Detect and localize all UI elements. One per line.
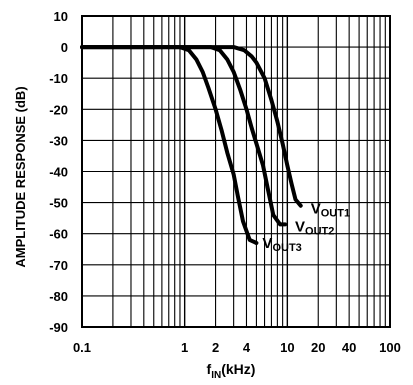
series-label-vout2: VOUT2 — [295, 218, 334, 237]
series-line-vout2 — [80, 45, 287, 227]
series-label-vout3: VOUT3 — [262, 235, 301, 254]
y-tick-label: -40 — [49, 165, 68, 180]
plot-frame — [81, 15, 391, 328]
grid — [81, 15, 391, 328]
y-tick-label: -60 — [49, 227, 68, 242]
y-tick-label: -80 — [49, 289, 68, 304]
series-line-vout3 — [80, 45, 259, 245]
y-tick-label: 10 — [54, 9, 68, 24]
y-tick-label: -30 — [49, 133, 68, 148]
x-axis-title-main: f — [207, 361, 212, 377]
x-tick-label: 0.1 — [73, 340, 91, 355]
x-tick-label: 20 — [311, 340, 325, 355]
x-axis-title: fIN(kHz) — [207, 361, 256, 381]
x-tick-label: 100 — [379, 340, 401, 355]
series-label-vout1: VOUT1 — [311, 201, 350, 220]
y-tick-label: -90 — [49, 320, 68, 335]
y-tick-label: 0 — [61, 40, 68, 55]
y-tick-label: -50 — [49, 196, 68, 211]
x-tick-label: 2 — [212, 340, 219, 355]
x-tick-label: 10 — [280, 340, 294, 355]
x-tick-labels: 0.1 1 2 4 10 20 40 100 — [73, 340, 401, 355]
x-tick-label: 4 — [243, 340, 251, 355]
x-tick-label: 1 — [181, 340, 188, 355]
y-axis-title: AMPLITUDE RESPONSE (dB) — [13, 86, 28, 267]
series-line-vout1 — [80, 45, 303, 208]
y-tick-label: -10 — [49, 71, 68, 86]
x-axis-title-unit: (kHz) — [221, 361, 255, 377]
y-tick-label: -70 — [49, 258, 68, 273]
series-lines — [80, 45, 303, 245]
x-axis-title-sub: IN — [211, 370, 221, 381]
y-tick-labels: 10 0 -10 -20 -30 -40 -50 -60 -70 -80 -90 — [49, 9, 68, 335]
x-tick-label: 40 — [342, 340, 356, 355]
y-tick-label: -20 — [49, 102, 68, 117]
